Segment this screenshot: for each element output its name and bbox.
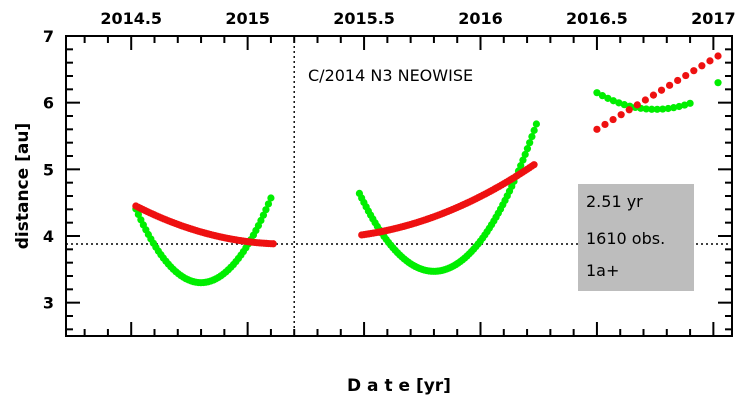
- data-point: [633, 101, 641, 109]
- data-point: [521, 150, 529, 159]
- info-arc-length: 2.51 yr: [586, 192, 643, 211]
- data-point: [601, 120, 609, 129]
- y-tick-label: 3: [43, 294, 54, 313]
- data-point: [532, 120, 540, 128]
- x-tick-label: 2017: [691, 9, 736, 28]
- data-point: [681, 101, 689, 109]
- data-point: [698, 62, 706, 70]
- x-tick-label: 2016.5: [566, 9, 628, 28]
- y-tick-label: 5: [43, 160, 54, 179]
- data-point: [526, 139, 534, 147]
- data-point: [642, 105, 650, 113]
- data-point: [714, 52, 722, 60]
- x-tick-label: 2014.5: [100, 9, 162, 28]
- data-point: [262, 206, 270, 214]
- data-point: [659, 105, 667, 113]
- data-point: [609, 115, 617, 124]
- x-tick-label: 2016: [458, 9, 503, 28]
- x-tick-label: 2015: [225, 9, 270, 28]
- data-point: [665, 81, 674, 89]
- data-point: [609, 97, 617, 105]
- data-point: [604, 94, 612, 102]
- y-tick-label: 4: [43, 227, 54, 246]
- data-point: [267, 194, 275, 202]
- data-point: [259, 211, 268, 219]
- data-point: [675, 102, 683, 111]
- data-point: [617, 111, 625, 119]
- data-point: [530, 126, 538, 134]
- data-point: [593, 89, 601, 97]
- data-point: [615, 99, 623, 107]
- info-observations: 1610 obs.: [586, 229, 665, 248]
- data-point: [641, 96, 649, 104]
- data-point: [674, 76, 682, 85]
- data-point: [264, 200, 273, 208]
- y-tick-label: 7: [43, 27, 54, 46]
- data-points: [132, 52, 722, 287]
- data-point: [686, 99, 694, 107]
- data-point: [670, 104, 678, 112]
- data-point: [269, 240, 277, 248]
- data-point: [517, 162, 525, 170]
- y-axis-title: distance [au]: [13, 123, 33, 249]
- data-point: [523, 145, 532, 153]
- data-point: [714, 79, 722, 87]
- x-axis-title: D a t e [yr]: [347, 376, 451, 396]
- data-point: [134, 210, 142, 219]
- chart-title: C/2014 N3 NEOWISE: [308, 66, 473, 85]
- x-tick-label: 2015.5: [333, 9, 395, 28]
- y-tick-label: 6: [43, 94, 54, 113]
- info-box: [578, 184, 694, 291]
- info-orbit-quality: 1a+: [586, 261, 619, 280]
- plot-frame: [65, 35, 733, 337]
- data-point: [593, 125, 601, 133]
- data-point: [598, 92, 607, 100]
- data-point: [530, 161, 538, 169]
- data-point: [706, 57, 714, 65]
- data-point: [648, 105, 656, 113]
- tick-labels: 2014.5 2015 2015.5 2016 2016.5 2017 3 4 5 6 7: [43, 9, 736, 313]
- data-point: [519, 156, 527, 164]
- data-point: [653, 105, 661, 113]
- data-point: [690, 67, 698, 75]
- data-point: [649, 91, 658, 99]
- axis-ticks: [66, 35, 732, 336]
- data-point: [657, 86, 666, 94]
- data-point: [682, 71, 690, 80]
- data-point: [664, 104, 672, 113]
- data-point: [625, 106, 633, 114]
- data-point: [528, 133, 536, 141]
- data-point: [620, 101, 628, 109]
